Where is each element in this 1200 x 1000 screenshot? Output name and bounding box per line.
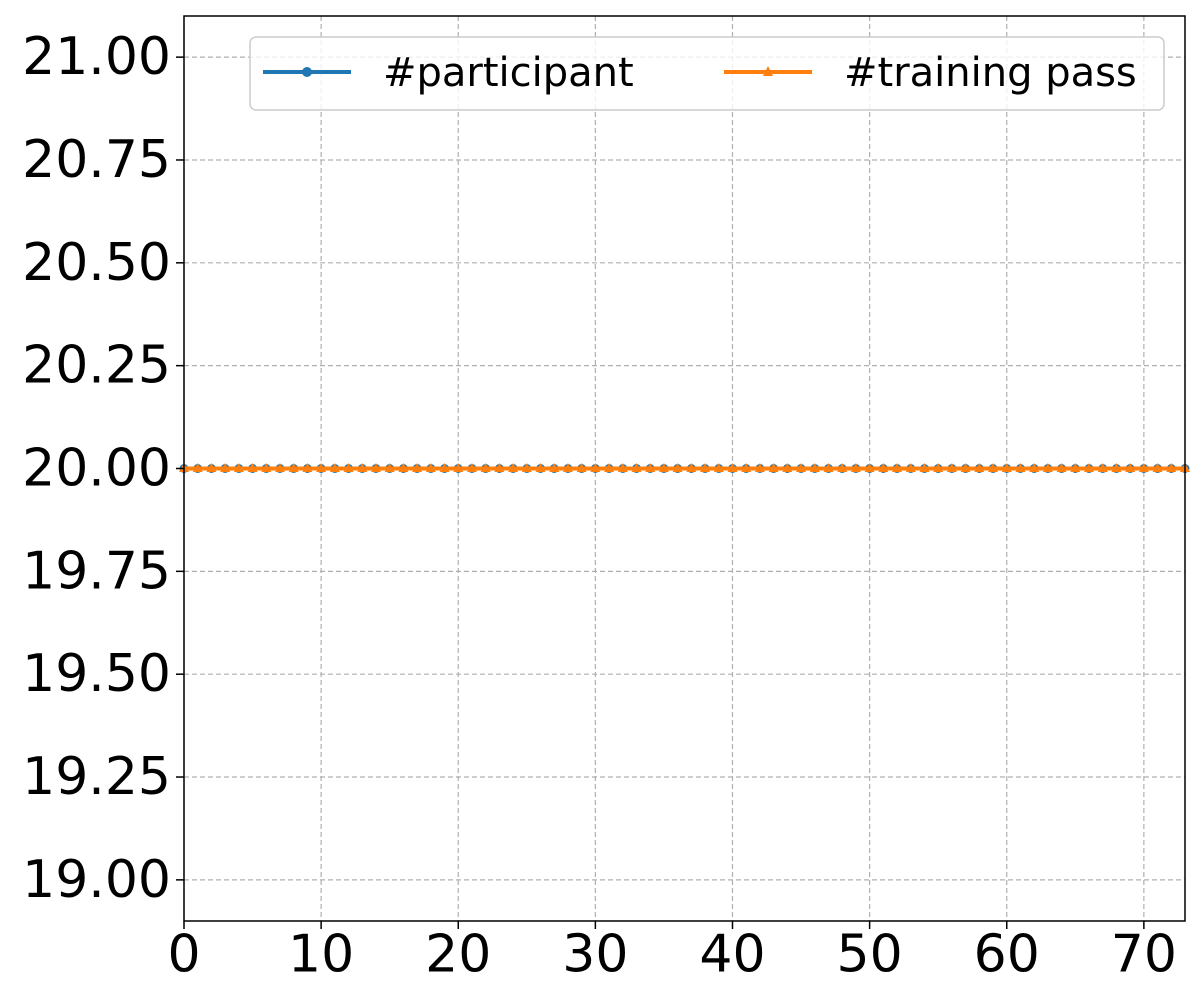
data-point: [329, 463, 340, 472]
data-point: [439, 463, 450, 472]
data-point: [864, 463, 875, 472]
data-point: [782, 463, 793, 472]
data-point: [466, 463, 477, 472]
data-point: [343, 463, 354, 472]
data-point: [1138, 463, 1149, 472]
data-point: [316, 463, 327, 472]
data-point: [535, 463, 546, 472]
data-point: [617, 463, 628, 472]
data-point: [974, 463, 985, 472]
data-point: [1111, 463, 1122, 472]
x-tick-label: 40: [699, 925, 765, 985]
data-point: [1125, 463, 1136, 472]
data-point: [713, 463, 724, 472]
data-point: [919, 463, 930, 472]
data-point: [988, 463, 999, 472]
data-point: [672, 463, 683, 472]
data-point: [453, 463, 464, 472]
y-tick-label: 19.00: [22, 850, 171, 910]
data-point: [549, 463, 560, 472]
data-point: [700, 463, 711, 472]
data-point: [1070, 463, 1081, 472]
data-point: [837, 463, 848, 472]
data-point: [933, 463, 944, 472]
data-point: [631, 463, 642, 472]
data-point: [562, 463, 573, 472]
data-point: [1029, 463, 1040, 472]
data-point: [1097, 463, 1108, 472]
data-point: [288, 463, 299, 472]
y-tick-label: 19.50: [22, 644, 171, 704]
data-point: [412, 463, 423, 472]
data-point: [960, 463, 971, 472]
x-tick-label: 50: [837, 925, 903, 985]
data-point: [521, 463, 532, 472]
legend: #participant #training pass: [249, 36, 1165, 111]
data-point: [398, 463, 409, 472]
x-tick-label: 30: [562, 925, 628, 985]
data-point: [686, 463, 697, 472]
legend-marker-participant: [302, 67, 312, 77]
data-point: [850, 463, 861, 472]
data-point: [878, 463, 889, 472]
data-point: [892, 463, 903, 472]
data-point: [302, 463, 313, 472]
data-point: [741, 463, 752, 472]
data-point: [1152, 463, 1163, 472]
legend-label-training-pass: #training pass: [844, 50, 1137, 96]
data-point: [754, 463, 765, 472]
legend-label-participant: #participant: [383, 50, 634, 96]
data-point: [1084, 463, 1095, 472]
data-point: [425, 463, 436, 472]
data-point: [1056, 463, 1067, 472]
data-point: [727, 463, 738, 472]
data-point: [604, 463, 615, 472]
x-tick-label: 60: [974, 925, 1040, 985]
y-tick-label: 21.00: [22, 27, 171, 87]
data-point: [220, 463, 231, 472]
data-point: [768, 463, 779, 472]
data-point: [274, 463, 285, 472]
x-axis-ticks: 0 10 20 30 40 50 60 70: [167, 921, 1177, 985]
data-point: [1001, 463, 1012, 472]
x-tick-label: 0: [167, 925, 200, 985]
y-tick-label: 20.00: [22, 439, 171, 499]
y-tick-label: 20.25: [22, 336, 171, 396]
data-point: [1015, 463, 1026, 472]
data-point: [1042, 463, 1053, 472]
y-tick-label: 20.50: [22, 233, 171, 293]
x-tick-label: 20: [425, 925, 491, 985]
data-point: [494, 463, 505, 472]
data-point: [357, 463, 368, 472]
data-point: [576, 463, 587, 472]
data-point: [823, 463, 834, 472]
y-tick-label: 20.75: [22, 130, 171, 190]
data-point: [809, 463, 820, 472]
data-point: [384, 463, 395, 472]
data-point: [192, 463, 203, 472]
x-tick-label: 70: [1111, 925, 1177, 985]
data-point: [796, 463, 807, 472]
y-tick-label: 19.25: [22, 747, 171, 807]
legend-box: [249, 36, 1165, 111]
series-group: [179, 463, 1190, 473]
data-point: [905, 463, 916, 472]
data-point: [1166, 463, 1177, 472]
data-point: [508, 463, 519, 472]
data-point: [590, 463, 601, 472]
y-axis-ticks: 19.00 19.25 19.50 19.75 20.00 20.25 20.50 20.75…: [22, 27, 184, 910]
x-tick-label: 10: [288, 925, 354, 985]
data-point: [233, 463, 244, 472]
data-point: [206, 463, 217, 472]
data-point: [645, 463, 656, 472]
data-point: [370, 463, 381, 472]
data-point: [480, 463, 491, 472]
data-point: [658, 463, 669, 472]
data-point: [247, 463, 258, 472]
data-point: [261, 463, 272, 472]
data-point: [946, 463, 957, 472]
y-tick-label: 19.75: [22, 541, 171, 601]
legend-marker-training-pass: [763, 66, 773, 76]
